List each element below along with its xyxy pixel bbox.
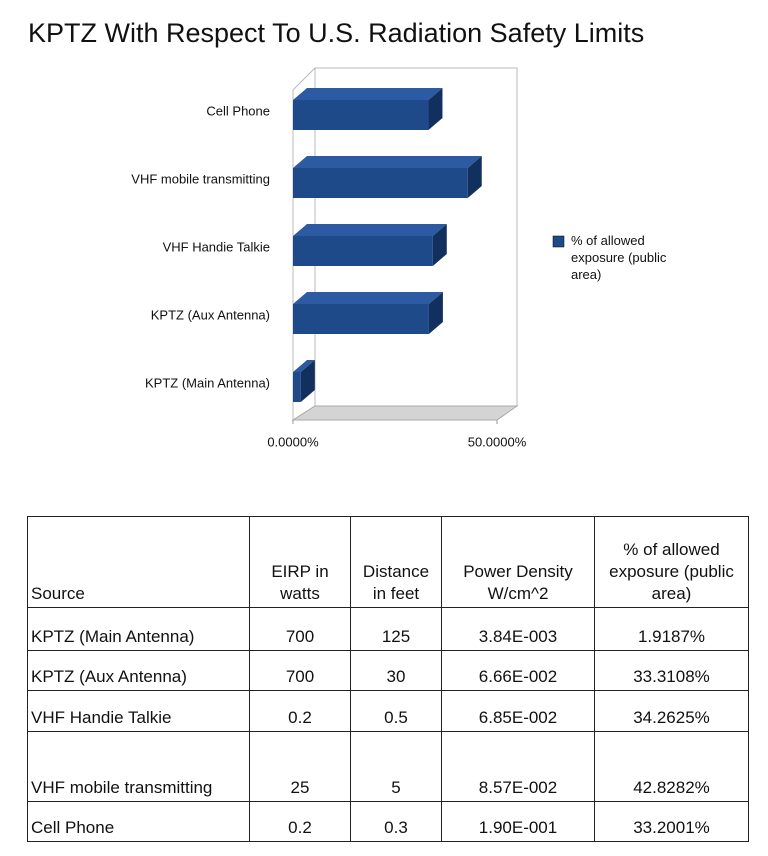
bar (293, 88, 443, 130)
table-cell: 700 (249, 650, 351, 691)
table-cell: 0.2 (249, 801, 351, 842)
bar-side (428, 88, 443, 130)
table-cell: 1.9187% (594, 607, 749, 651)
bar-side (428, 292, 443, 334)
table-cell: 34.2625% (594, 690, 749, 732)
table-cell: Cell Phone (27, 801, 250, 842)
table-cell: 3.84E-003 (441, 607, 595, 651)
table-cell: 25 (249, 731, 351, 802)
bar-top (293, 360, 315, 372)
bar-front (293, 304, 429, 334)
table-cell: % of allowed exposure (public area) (594, 516, 749, 608)
bar (293, 156, 482, 198)
table-cell: KPTZ (Aux Antenna) (27, 650, 250, 691)
y-tick-label: KPTZ (Main Antenna) (145, 375, 270, 390)
table-cell: KPTZ (Main Antenna) (27, 607, 250, 651)
table-cell: 30 (350, 650, 442, 691)
table-cell: VHF mobile transmitting (27, 731, 250, 802)
table-cell: 33.3108% (594, 650, 749, 691)
chart-title: KPTZ With Respect To U.S. Radiation Safe… (28, 18, 645, 48)
table-row: VHF Handie Talkie 0.2 0.5 6.85E-002 34.2625% (27, 690, 749, 732)
bar-top (293, 88, 443, 100)
table-cell: Power Density W/cm^2 (441, 516, 595, 608)
table-cell: 33.2001% (594, 801, 749, 842)
chart: 0.0000% 50.0000% KPTZ (Main Antenna) KPTZ (… (131, 66, 565, 449)
y-tick-label: Cell Phone (206, 103, 270, 118)
table-cell: 6.66E-002 (441, 650, 595, 691)
table-row: KPTZ (Main Antenna) 700 125 3.84E-003 1.9187… (27, 607, 749, 651)
legend-swatch (552, 235, 565, 248)
bar-front (293, 100, 429, 130)
bar-top (293, 156, 482, 168)
table-cell: 1.90E-001 (441, 801, 595, 842)
bar-front (293, 168, 468, 198)
legend-label: % of allowed exposure (public area) (571, 233, 667, 282)
table-cell: 700 (249, 607, 351, 651)
bar (293, 360, 315, 402)
bar-side (300, 360, 315, 402)
y-tick-label: VHF mobile transmitting (131, 171, 270, 186)
bar-side (432, 224, 447, 266)
data-table: Source EIRP in watts Distance in feet Power… (27, 516, 749, 842)
table-cell: 125 (350, 607, 442, 651)
bar-side (467, 156, 482, 198)
table-cell: 0.3 (350, 801, 442, 842)
x-tick-label: 0.0000% (267, 434, 319, 449)
table-row: VHF mobile transmitting 25 5 8.57E-002 42.82… (27, 731, 749, 802)
table-cell: Distance in feet (350, 516, 442, 608)
table-cell: 6.85E-002 (441, 690, 595, 732)
bar (293, 292, 443, 334)
table-row: KPTZ (Aux Antenna) 700 30 6.66E-002 33.3108% (27, 650, 749, 691)
table-row: Cell Phone 0.2 0.3 1.90E-001 33.2001% (27, 801, 749, 842)
table-cell: 0.5 (350, 690, 442, 732)
y-tick-label: KPTZ (Aux Antenna) (151, 307, 270, 322)
bar-front (293, 372, 301, 402)
bar-top (293, 292, 443, 304)
x-tick-label: 50.0000% (468, 434, 527, 449)
table-cell: 42.8282% (594, 731, 749, 802)
table-cell: Source (27, 516, 250, 608)
table-header: Source EIRP in watts Distance in feet Power… (27, 516, 749, 608)
bar-top (293, 224, 447, 236)
table-cell: VHF Handie Talkie (27, 690, 250, 732)
table-cell: EIRP in watts (249, 516, 351, 608)
table-cell: 5 (350, 731, 442, 802)
y-tick-label: VHF Handie Talkie (163, 239, 270, 254)
table-cell: 0.2 (249, 690, 351, 732)
table-cell: 8.57E-002 (441, 731, 595, 802)
floor (291, 405, 519, 421)
bar (293, 224, 447, 266)
bar-front (293, 236, 433, 266)
